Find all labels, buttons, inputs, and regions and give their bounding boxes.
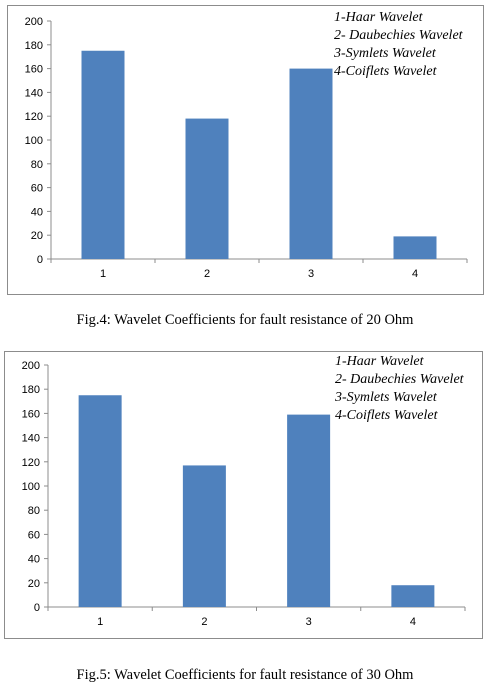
chart-2-plot: 0 20 40 60 80 100 120 140 160 180 200 1 2 3 4 <box>22 360 466 628</box>
y-tick-label: 60 <box>31 183 43 195</box>
chart-2-legend: 1-Haar Wavelet 2- Daubechies Wavelet 3-S… <box>335 353 464 425</box>
bar-2 <box>182 465 226 607</box>
y-tick-label: 80 <box>28 505 40 517</box>
y-tick-label: 160 <box>25 64 43 76</box>
y-tick-label: 80 <box>31 159 43 171</box>
figure-5-caption: Fig.5: Wavelet Coefficients for fault re… <box>76 667 414 683</box>
y-tick-label: 180 <box>25 40 43 52</box>
legend-entry-3: 3-Symlets Wavelet <box>334 46 436 61</box>
bar-1 <box>78 395 122 607</box>
bar-3 <box>287 414 331 607</box>
y-tick-label: 200 <box>25 16 43 28</box>
chart-1-frame: 0 20 40 60 80 100 120 140 160 180 200 1 2 3 4 1-Haar W… <box>7 5 484 295</box>
y-tick-label: 100 <box>25 135 43 147</box>
y-tick-label: 180 <box>22 384 40 396</box>
y-tick-label: 140 <box>22 433 40 445</box>
y-tick-label: 60 <box>28 529 40 541</box>
x-tick-label: 4 <box>412 268 418 280</box>
y-tick-label: 140 <box>25 87 43 99</box>
x-tick-label: 3 <box>306 616 312 628</box>
y-tick-label: 200 <box>22 360 40 372</box>
x-tick-label: 3 <box>308 268 314 280</box>
figure-4-caption: Fig.4: Wavelet Coefficients for fault re… <box>76 312 414 328</box>
legend-entry-1: 1-Haar Wavelet <box>334 10 423 25</box>
legend-entry-2: 2- Daubechies Wavelet <box>335 372 464 387</box>
y-tick-label: 0 <box>34 602 40 614</box>
bar-4 <box>391 585 435 607</box>
y-tick-label: 120 <box>25 111 43 123</box>
legend-entry-3: 3-Symlets Wavelet <box>335 390 437 405</box>
y-tick-label: 20 <box>28 578 40 590</box>
bar-4 <box>393 236 437 259</box>
chart-1-plot: 0 20 40 60 80 100 120 140 160 180 200 1 2 3 4 <box>25 16 468 280</box>
bar-1 <box>81 50 125 259</box>
x-tick-label: 2 <box>201 616 207 628</box>
x-tick-label: 1 <box>97 616 103 628</box>
y-tick-label: 120 <box>22 457 40 469</box>
x-tick-label: 1 <box>100 268 106 280</box>
chart-2-frame: 0 20 40 60 80 100 120 140 160 180 200 1 2 3 4 1-Haar W… <box>4 351 483 639</box>
y-tick-label: 40 <box>28 554 40 566</box>
y-tick-label: 100 <box>22 481 40 493</box>
bar-3 <box>289 68 333 259</box>
legend-entry-4: 4-Coiflets Wavelet <box>334 64 437 79</box>
legend-entry-1: 1-Haar Wavelet <box>335 354 424 369</box>
legend-entry-4: 4-Coiflets Wavelet <box>335 408 438 423</box>
y-tick-label: 40 <box>31 206 43 218</box>
y-tick-label: 20 <box>31 230 43 242</box>
y-tick-label: 160 <box>22 408 40 420</box>
chart-1-legend: 1-Haar Wavelet 2- Daubechies Wavelet 3-S… <box>334 9 463 81</box>
x-tick-label: 2 <box>204 268 210 280</box>
legend-entry-2: 2- Daubechies Wavelet <box>334 28 463 43</box>
x-tick-label: 4 <box>410 616 416 628</box>
bar-2 <box>185 118 229 259</box>
y-tick-label: 0 <box>37 254 43 266</box>
